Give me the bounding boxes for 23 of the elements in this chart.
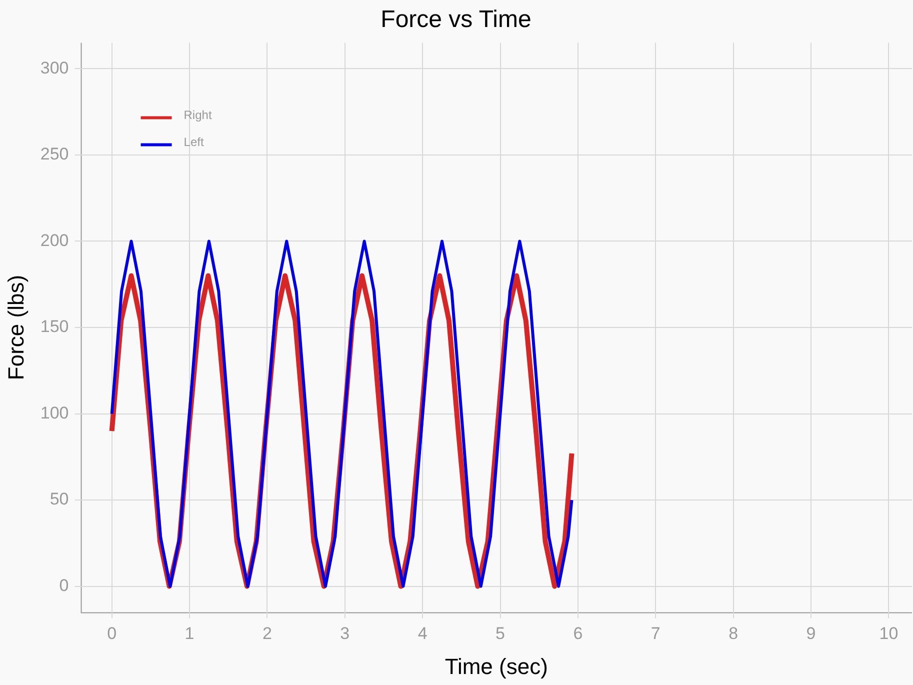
x-tick-label: 8 — [728, 624, 738, 644]
legend-label: Right — [184, 108, 212, 122]
y-tick-label: 50 — [50, 490, 69, 509]
x-tick-label: 5 — [496, 624, 505, 644]
x-tick-label: 9 — [806, 624, 816, 644]
x-axis-title: Time (sec) — [444, 654, 548, 679]
x-tick-label: 4 — [418, 624, 428, 644]
x-tick-label: 1 — [184, 624, 194, 644]
y-tick-label: 300 — [40, 58, 69, 78]
y-tick-label: 200 — [40, 230, 69, 250]
chart-title: Force vs Time — [380, 6, 532, 34]
y-axis-title: Force (lbs) — [3, 274, 28, 380]
x-tick-label: 6 — [573, 624, 583, 644]
y-tick-label: 0 — [59, 576, 69, 596]
x-tick-label: 10 — [879, 624, 898, 644]
x-tick-label: 3 — [340, 624, 350, 644]
y-tick-label: 250 — [40, 144, 69, 164]
x-tick-label: 0 — [107, 624, 117, 644]
y-tick-label: 100 — [40, 403, 69, 422]
legend-label: Left — [184, 135, 204, 150]
y-tick-label: 150 — [40, 317, 69, 336]
x-tick-label: 7 — [650, 624, 660, 644]
x-tick-label: 2 — [262, 624, 272, 644]
